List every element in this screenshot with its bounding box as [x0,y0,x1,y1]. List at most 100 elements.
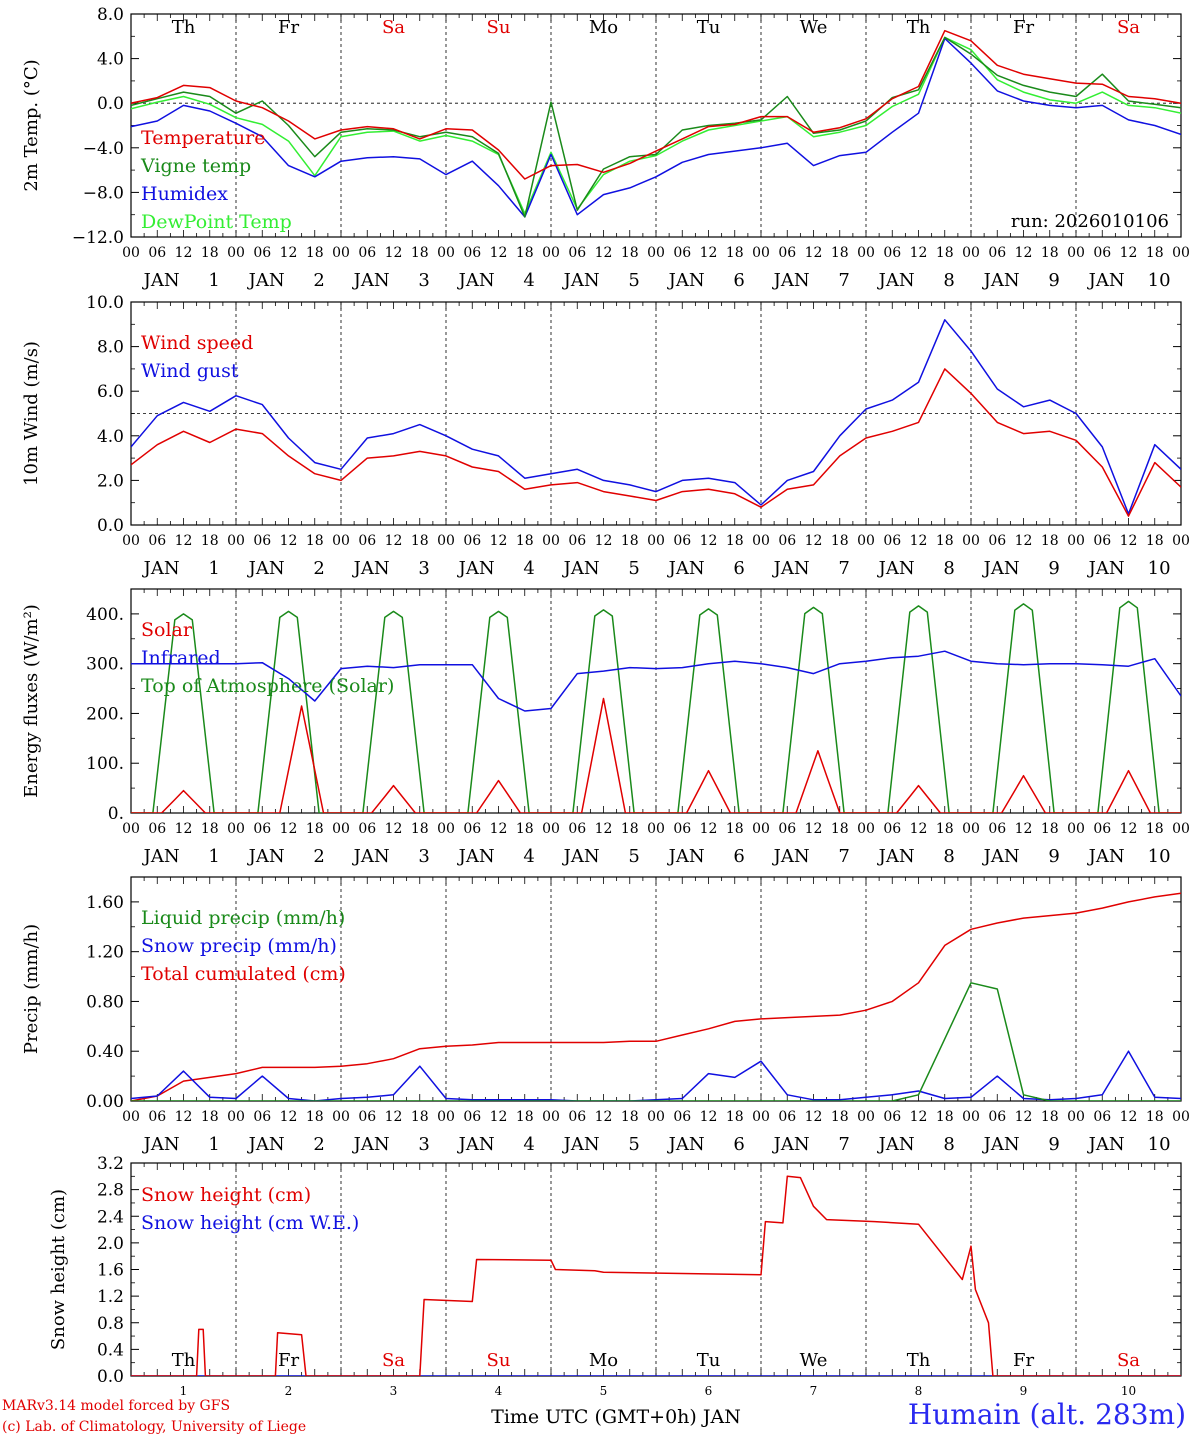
series-group [131,29,1181,218]
x-hour-label: 06 [988,821,1006,837]
x-hour-label: 00 [1172,533,1190,549]
x-hour-label: 12 [805,533,823,549]
x-day-label: 5 [628,846,639,867]
day-name: Th [172,1350,196,1371]
x-hour-label: 18 [936,533,954,549]
y-tick-label: 400. [86,605,124,625]
x-month-label: JAN [352,558,390,579]
x-hour-label: 06 [988,1109,1006,1125]
x-hour-label: 12 [280,1109,298,1125]
x-hour-label: 18 [1146,1109,1164,1125]
y-axis-label: Precip (mm/h) [21,924,42,1054]
x-hour-label: 18 [831,245,849,261]
x-day-label: 10 [1148,846,1171,867]
y-tick-label: 2.4 [97,1207,124,1227]
model-credit: MARv3.14 model forced by GFS [2,1398,231,1414]
x-hour-label: 12 [280,533,298,549]
x-day-label: 9 [1020,1384,1028,1398]
x-hour-label: 00 [437,533,455,549]
x-hour-label: 12 [910,821,928,837]
x-month-label: JAN [247,270,285,291]
x-day-label: 9 [1048,270,1059,291]
x-month-label: JAN [562,270,600,291]
series-line-solar [131,697,1181,813]
series-line-infrared [131,650,1181,712]
x-day-label: 5 [600,1384,608,1398]
x-hour-label: 06 [148,1109,166,1125]
y-tick-label: −12.0 [72,228,124,248]
x-hour-label: 18 [201,245,219,261]
legend-entry: DewPoint Temp [141,211,292,233]
x-hour-label: 00 [542,533,560,549]
x-hour-label: 18 [726,245,744,261]
x-hour-label: 12 [700,245,718,261]
y-tick-label: 0.0 [97,516,124,536]
y-tick-label: 300. [86,655,124,675]
x-day-label: 7 [810,1384,818,1398]
x-hour-label: 18 [201,533,219,549]
x-hour-label: 06 [148,821,166,837]
x-hour-label: 12 [490,533,508,549]
x-hour-label: 12 [700,533,718,549]
x-hour-label: 18 [201,821,219,837]
day-name: Th [907,17,931,38]
x-day-label: 1 [180,1384,188,1398]
x-hour-label: 12 [805,821,823,837]
day-name: Th [907,1350,931,1371]
series-line-temperature [131,29,1181,180]
legend-entry: Top of Atmosphere (Solar) [141,675,394,697]
x-hour-label: 18 [726,1109,744,1125]
x-day-label: 9 [1048,846,1059,867]
x-hour-label: 06 [148,533,166,549]
x-hour-label: 12 [1120,533,1138,549]
legend-entry: Humidex [141,183,228,205]
x-hour-label: 18 [831,533,849,549]
x-hour-label: 18 [201,1109,219,1125]
x-hour-label: 06 [253,821,271,837]
x-month-label: JAN [772,1134,810,1155]
y-tick-label: −8.0 [83,183,124,203]
x-hour-label: 12 [595,245,613,261]
x-month-label: JAN [1087,1134,1125,1155]
x-day-label: 1 [208,1134,219,1155]
x-hour-label: 18 [306,821,324,837]
x-hour-label: 00 [332,821,350,837]
x-hour-label: 00 [857,821,875,837]
x-hour-label: 06 [778,1109,796,1125]
x-hour-label: 06 [778,533,796,549]
x-month-label: JAN [247,1134,285,1155]
x-hour-label: 06 [988,533,1006,549]
x-day-label: 1 [208,846,219,867]
series-line-snow-precip-mm-h- [131,1050,1181,1101]
x-month-label: JAN [1087,558,1125,579]
series-line-snow-height-cm- [131,1175,1181,1376]
x-day-label: 4 [495,1384,503,1398]
x-hour-label: 00 [962,245,980,261]
x-month-label: JAN [982,1134,1020,1155]
y-tick-label: 8.0 [97,5,124,25]
x-hour-label: 06 [568,245,586,261]
x-hour-label: 18 [1146,533,1164,549]
series-line-toa-solar [131,600,1181,813]
x-hour-label: 06 [463,533,481,549]
x-hour-label: 18 [411,821,429,837]
day-name: Mo [589,1350,618,1371]
x-month-label: JAN [457,846,495,867]
x-hour-label: 06 [463,821,481,837]
run-annotation: run: 2026010106 [1011,211,1169,232]
x-hour-label: 18 [726,533,744,549]
x-month-label: JAN [247,846,285,867]
x-hour-label: 06 [463,1109,481,1125]
x-hour-label: 18 [411,533,429,549]
x-hour-label: 00 [857,533,875,549]
x-month-label: JAN [667,270,705,291]
x-day-label: 8 [943,1134,954,1155]
day-name: Su [487,17,511,38]
x-month-label: JAN [562,558,600,579]
x-day-label: 1 [208,270,219,291]
x-hour-label: 18 [621,533,639,549]
legend-entry: Snow height (cm) [141,1184,311,1206]
panel-temp: −12.0 −8.0 −4.0 0.0 4.0 8.0 2m Temp. (°C) 00 06 1… [21,5,1190,291]
